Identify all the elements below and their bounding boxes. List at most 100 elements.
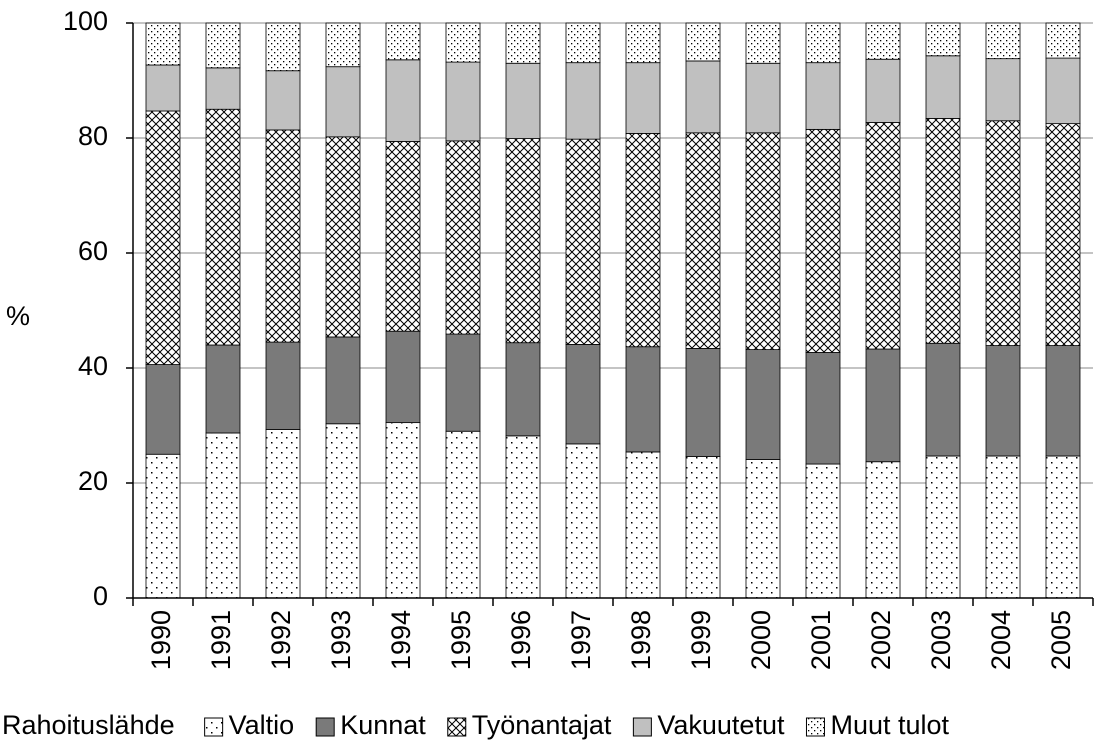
bar-segment [1045, 22, 1081, 59]
bar-segment [445, 333, 481, 432]
bar-segment [685, 60, 721, 134]
x-tick-label: 1990 [146, 610, 176, 670]
bar-segment [685, 22, 721, 62]
bar-segment [745, 459, 781, 599]
legend-label: Valtio [229, 710, 295, 740]
y-axis-label: % [6, 301, 30, 331]
bar-segment [805, 352, 841, 465]
bar-segment [205, 344, 241, 434]
bar-segment [625, 132, 661, 348]
y-tick-label: 100 [63, 6, 108, 36]
bar-segment [865, 22, 901, 60]
bar-segment [385, 22, 421, 61]
bar-segment [565, 344, 601, 445]
bar-segment [145, 453, 181, 599]
bar-segment [985, 22, 1021, 60]
bar-segment [505, 342, 541, 437]
y-tick-label: 60 [78, 236, 108, 266]
x-tick-label: 1991 [206, 610, 236, 670]
bar-segment [745, 349, 781, 460]
y-tick-label: 80 [78, 121, 108, 151]
bar-segment [265, 70, 301, 131]
x-tick-label: 2000 [746, 610, 776, 670]
x-tick-label: 2004 [986, 610, 1016, 670]
bar-segment [805, 128, 841, 353]
bar-segment [445, 140, 481, 335]
bar-segment [925, 455, 961, 599]
bar-segment [1045, 57, 1081, 125]
x-tick-label: 2005 [1046, 610, 1076, 670]
bar-segment [445, 61, 481, 142]
bar-segment [505, 138, 541, 344]
bar-segment [745, 132, 781, 350]
bar-segment [205, 67, 241, 110]
bar-segment [265, 341, 301, 430]
bar-segment [805, 463, 841, 599]
bar-segment [385, 141, 421, 332]
bar-segment [805, 62, 841, 130]
bar-segment [325, 136, 361, 338]
bar-segment [865, 348, 901, 463]
x-tick-label: 1999 [686, 610, 716, 670]
bar-segment [865, 58, 901, 123]
bar-segment [925, 342, 961, 457]
bar-segment [145, 22, 181, 66]
bar-segment [985, 345, 1021, 457]
bar-segment [925, 118, 961, 344]
bar-segment [685, 456, 721, 599]
bar-segment [925, 22, 961, 57]
legend-swatch [447, 717, 467, 737]
bar-segment [325, 423, 361, 599]
bar-segment [505, 22, 541, 64]
x-tick-label: 1998 [626, 610, 656, 670]
bar-segment [145, 64, 181, 112]
bar-segment [985, 58, 1021, 122]
bar-segment [985, 120, 1021, 346]
legend-swatch [204, 717, 224, 737]
bar-segment [145, 364, 181, 455]
x-tick-label: 1993 [326, 610, 356, 670]
legend-swatch [632, 717, 652, 737]
bar-segment [265, 429, 301, 599]
bar-segment [385, 59, 421, 142]
bar-segment [265, 129, 301, 343]
y-tick-label: 20 [78, 466, 108, 496]
legend-swatch [315, 717, 335, 737]
x-tick-label: 2003 [926, 610, 956, 670]
bar-segment [685, 132, 721, 349]
bar-segment [325, 22, 361, 68]
bar-segment [325, 336, 361, 425]
y-tick-label: 0 [93, 581, 108, 611]
x-tick-label: 1994 [386, 610, 416, 670]
bar-segment [205, 22, 241, 69]
bar-segment [685, 348, 721, 457]
bar-segment [445, 430, 481, 599]
bar-segment [925, 55, 961, 119]
bar-segment [745, 22, 781, 64]
legend-label: Muut tulot [830, 710, 949, 740]
legend-title: Rahoituslähde [2, 710, 175, 740]
x-tick-label: 2002 [866, 610, 896, 670]
bar-segment [745, 62, 781, 134]
bar-segment [505, 62, 541, 139]
bar-segment [205, 432, 241, 599]
bar-segment [505, 435, 541, 599]
bar-segment [565, 138, 601, 345]
bar-segment [625, 346, 661, 453]
legend-label: Työnantajat [472, 710, 612, 740]
bar-segment [565, 22, 601, 64]
bar-segment [865, 461, 901, 599]
bar-segment [985, 455, 1021, 599]
x-tick-label: 1996 [506, 610, 536, 670]
bar-segment [385, 330, 421, 424]
bar-segment [565, 443, 601, 599]
x-tick-label: 1992 [266, 610, 296, 670]
y-tick-label: 40 [78, 351, 108, 381]
x-tick-label: 1995 [446, 610, 476, 670]
bar-segment [265, 22, 301, 72]
bar-segment [325, 66, 361, 138]
bar-segment [145, 110, 181, 365]
legend-swatch [805, 717, 825, 737]
bar-segment [385, 422, 421, 599]
bar-segment [625, 451, 661, 599]
